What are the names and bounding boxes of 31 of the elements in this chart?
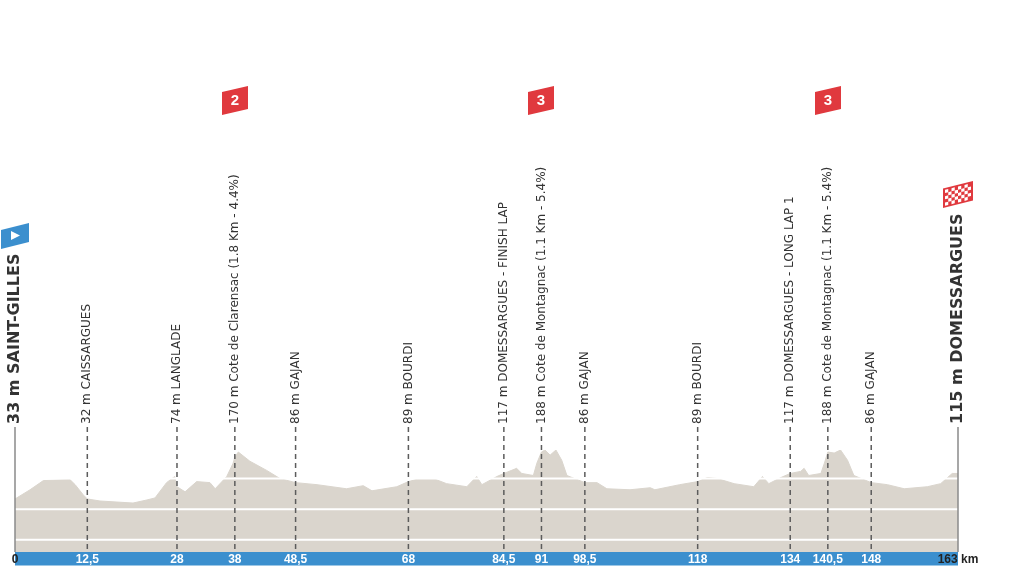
x-tick-label: 140,5 xyxy=(812,551,844,566)
x-tick-label: 28 xyxy=(170,551,184,566)
x-tick-label: 118 xyxy=(687,551,708,566)
x-tick-label: 84,5 xyxy=(492,551,516,566)
text: 3 xyxy=(536,91,546,109)
ref-line-label: 117 m DOMESSARGUES - FINISH LAP xyxy=(495,202,510,424)
ref-line-label: 32 m CAISSARGUES xyxy=(79,304,94,424)
x-tick-label: 38 xyxy=(228,551,242,566)
ref-line-label: 33 m SAINT-GILLES xyxy=(4,253,24,424)
ref-line-label: 170 m Cote de Clarensac (1.8 Km - 4.4%) xyxy=(226,174,241,424)
x-tick-label: 68 xyxy=(401,551,416,566)
ref-line-label: 89 m BOURDI xyxy=(400,342,415,424)
x-tick-label: 98,5 xyxy=(573,551,597,566)
ref-line-label: 86 m GAJAN xyxy=(287,351,302,424)
x-tick-label: 12,5 xyxy=(75,551,100,566)
x-tick-label: 48,5 xyxy=(283,551,308,566)
ref-line-label: 74 m LANGLADE xyxy=(169,323,184,424)
ref-line-label: 115 m DOMESSARGUES xyxy=(947,213,967,424)
ref-line-label: 89 m BOURDI xyxy=(689,342,704,424)
ref-line-label: 188 m Cote de Montagnac (1.1 Km - 5.4%) xyxy=(533,166,548,424)
ref-line-label: 117 m DOMESSARGUES - LONG LAP 1 xyxy=(782,196,797,424)
text: 3 xyxy=(823,91,833,109)
x-tick-label: 148 xyxy=(861,551,882,566)
x-tick-label: 163 km xyxy=(937,551,979,566)
x-tick-label: 134 xyxy=(780,551,801,566)
x-tick-label: 0 xyxy=(11,551,19,566)
text: 2 xyxy=(230,91,240,109)
ref-line-label: 86 m GAJAN xyxy=(576,351,591,424)
x-tick-label: 91 xyxy=(534,551,549,566)
ref-line-label: 188 m Cote de Montagnac (1.1 Km - 5.4%) xyxy=(819,166,834,424)
ref-line-label: 86 m GAJAN xyxy=(863,351,878,424)
